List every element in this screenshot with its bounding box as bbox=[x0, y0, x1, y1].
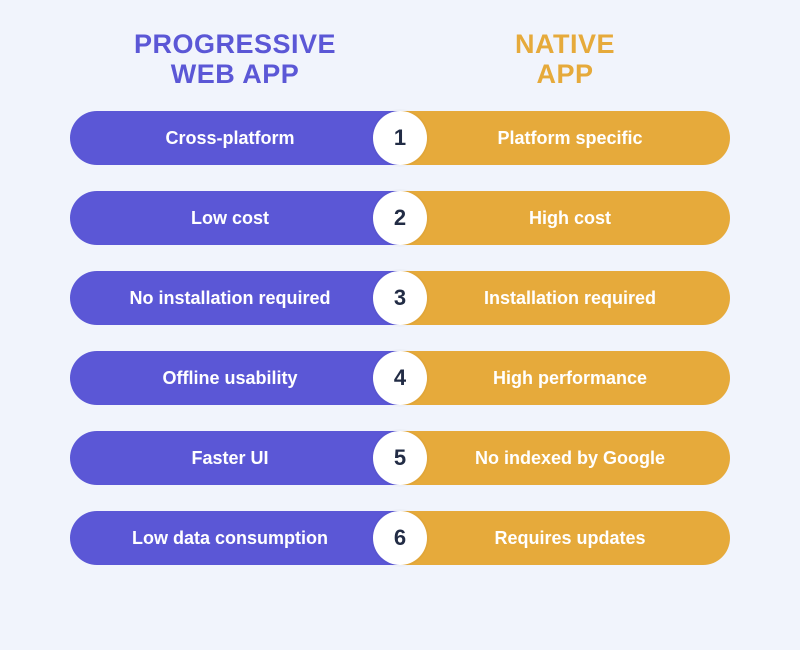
pill-left: Low cost bbox=[70, 191, 400, 245]
header-left-line2: WEB APP bbox=[171, 59, 300, 89]
pill-right: Platform specific bbox=[400, 111, 730, 165]
header-right: NATIVE APP bbox=[400, 30, 730, 89]
rows-container: Cross-platform Platform specific 1 Low c… bbox=[70, 111, 730, 565]
pill-right: Requires updates bbox=[400, 511, 730, 565]
comparison-container: PROGRESSIVE WEB APP NATIVE APP Cross-pla… bbox=[0, 0, 800, 650]
header-left-line1: PROGRESSIVE bbox=[134, 29, 336, 59]
row-number-circle: 1 bbox=[373, 111, 427, 165]
header-right-line2: APP bbox=[536, 59, 593, 89]
comparison-row: Low data consumption Requires updates 6 bbox=[70, 511, 730, 565]
row-number-circle: 6 bbox=[373, 511, 427, 565]
pill-right: High cost bbox=[400, 191, 730, 245]
pill-right: High performance bbox=[400, 351, 730, 405]
pill-right: No indexed by Google bbox=[400, 431, 730, 485]
pill-left: Faster UI bbox=[70, 431, 400, 485]
comparison-row: Offline usability High performance 4 bbox=[70, 351, 730, 405]
pill-left: Offline usability bbox=[70, 351, 400, 405]
pill-left: Low data consumption bbox=[70, 511, 400, 565]
header-left: PROGRESSIVE WEB APP bbox=[70, 30, 400, 89]
comparison-row: Low cost High cost 2 bbox=[70, 191, 730, 245]
pill-left: Cross-platform bbox=[70, 111, 400, 165]
headers-row: PROGRESSIVE WEB APP NATIVE APP bbox=[70, 30, 730, 89]
row-number-circle: 2 bbox=[373, 191, 427, 245]
pill-right: Installation required bbox=[400, 271, 730, 325]
comparison-row: Faster UI No indexed by Google 5 bbox=[70, 431, 730, 485]
row-number-circle: 5 bbox=[373, 431, 427, 485]
header-right-line1: NATIVE bbox=[515, 29, 615, 59]
comparison-row: Cross-platform Platform specific 1 bbox=[70, 111, 730, 165]
row-number-circle: 3 bbox=[373, 271, 427, 325]
pill-left: No installation required bbox=[70, 271, 400, 325]
comparison-row: No installation required Installation re… bbox=[70, 271, 730, 325]
row-number-circle: 4 bbox=[373, 351, 427, 405]
